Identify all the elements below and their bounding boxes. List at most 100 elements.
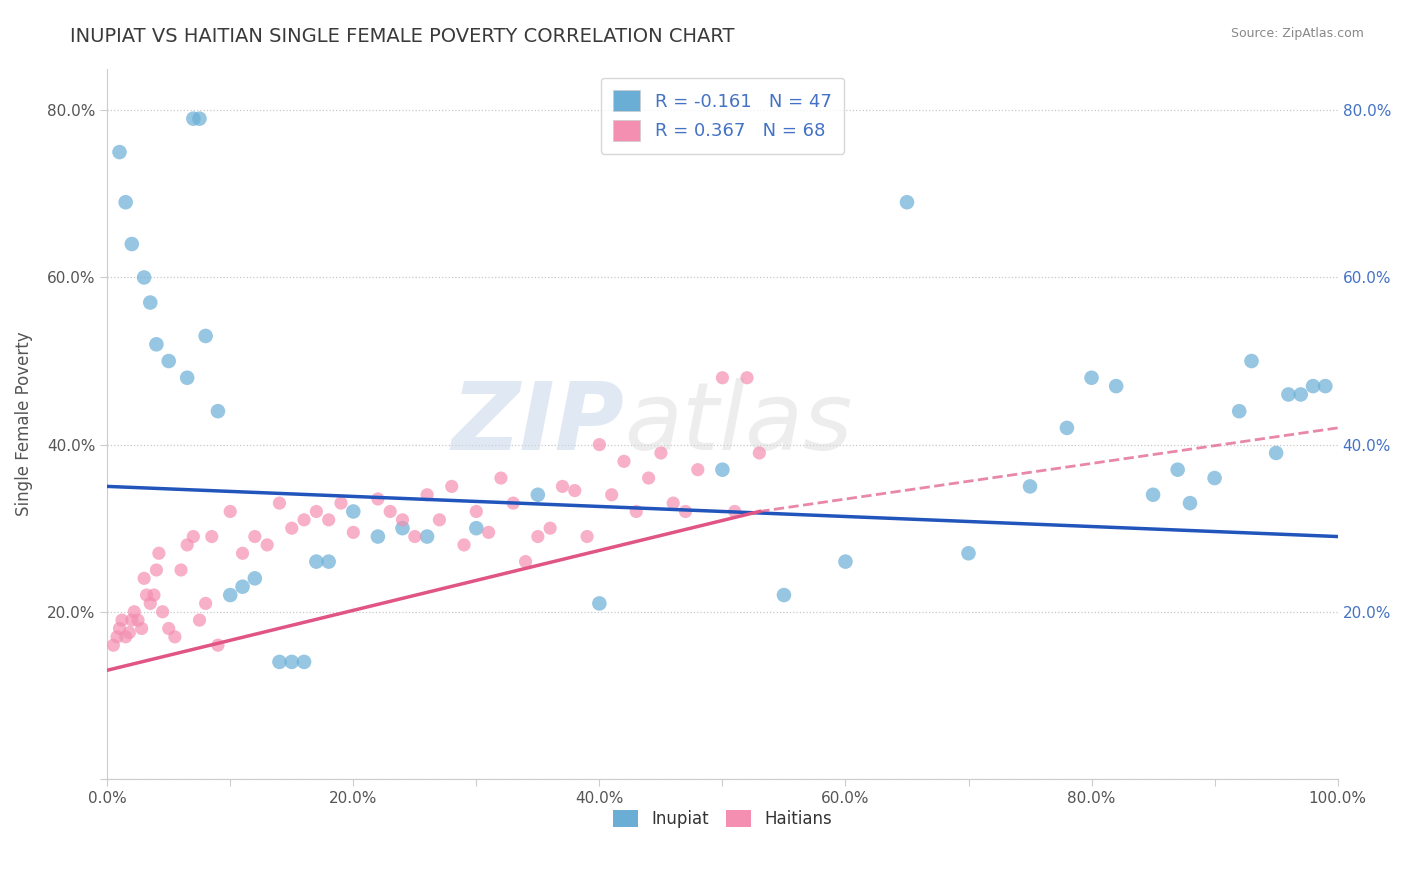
Point xyxy=(207,638,229,652)
Point xyxy=(613,454,636,468)
Point xyxy=(1265,446,1288,460)
Point xyxy=(465,521,488,535)
Point xyxy=(139,596,162,610)
Point xyxy=(465,504,488,518)
Point xyxy=(637,471,659,485)
Point xyxy=(342,504,364,518)
Point xyxy=(748,446,770,460)
Point xyxy=(176,370,198,384)
Point xyxy=(176,538,198,552)
Point xyxy=(152,605,174,619)
Point xyxy=(675,504,697,518)
Point xyxy=(157,622,180,636)
Point xyxy=(121,237,143,252)
Point xyxy=(194,329,217,343)
Point xyxy=(773,588,796,602)
Point xyxy=(219,504,242,518)
Point xyxy=(1204,471,1226,485)
Point xyxy=(114,195,136,210)
Point xyxy=(1240,354,1263,368)
Point xyxy=(527,530,550,544)
Point xyxy=(131,622,153,636)
Point xyxy=(367,491,389,506)
Point xyxy=(957,546,980,560)
Point xyxy=(440,479,463,493)
Point xyxy=(118,625,141,640)
Point xyxy=(1142,488,1164,502)
Point xyxy=(588,596,610,610)
Point xyxy=(269,496,291,510)
Point xyxy=(626,504,648,518)
Point xyxy=(576,530,599,544)
Point xyxy=(1277,387,1299,401)
Point xyxy=(330,496,353,510)
Point xyxy=(243,571,266,585)
Point xyxy=(735,370,758,384)
Point xyxy=(429,513,451,527)
Point xyxy=(188,613,211,627)
Point xyxy=(416,530,439,544)
Point xyxy=(103,638,125,652)
Text: Source: ZipAtlas.com: Source: ZipAtlas.com xyxy=(1230,27,1364,40)
Point xyxy=(478,525,501,540)
Point xyxy=(1178,496,1201,510)
Point xyxy=(305,555,328,569)
Point xyxy=(527,488,550,502)
Point xyxy=(170,563,193,577)
Point xyxy=(515,555,537,569)
Point xyxy=(502,496,524,510)
Point xyxy=(391,513,413,527)
Point xyxy=(367,530,389,544)
Point xyxy=(489,471,512,485)
Point xyxy=(232,546,254,560)
Point xyxy=(183,112,205,126)
Point xyxy=(157,354,180,368)
Y-axis label: Single Female Poverty: Single Female Poverty xyxy=(15,332,32,516)
Point xyxy=(551,479,574,493)
Point xyxy=(111,613,134,627)
Point xyxy=(188,112,211,126)
Point xyxy=(145,563,167,577)
Point xyxy=(342,525,364,540)
Point xyxy=(896,195,918,210)
Point xyxy=(142,588,165,602)
Point xyxy=(1056,421,1078,435)
Point xyxy=(662,496,685,510)
Point xyxy=(1105,379,1128,393)
Point xyxy=(114,630,136,644)
Point xyxy=(132,571,155,585)
Point xyxy=(132,270,155,285)
Point xyxy=(564,483,586,498)
Point xyxy=(207,404,229,418)
Point xyxy=(219,588,242,602)
Point xyxy=(1315,379,1337,393)
Point xyxy=(1227,404,1250,418)
Point xyxy=(105,630,128,644)
Point xyxy=(416,488,439,502)
Point xyxy=(281,521,304,535)
Point xyxy=(588,437,610,451)
Point xyxy=(232,580,254,594)
Point xyxy=(650,446,672,460)
Point xyxy=(1167,463,1189,477)
Point xyxy=(121,613,143,627)
Point xyxy=(686,463,709,477)
Point xyxy=(163,630,186,644)
Point xyxy=(318,513,340,527)
Point xyxy=(404,530,426,544)
Point xyxy=(1289,387,1312,401)
Point xyxy=(148,546,170,560)
Point xyxy=(1019,479,1042,493)
Point xyxy=(269,655,291,669)
Point xyxy=(122,605,145,619)
Point xyxy=(135,588,157,602)
Legend: Inupiat, Haitians: Inupiat, Haitians xyxy=(606,803,838,835)
Text: ZIP: ZIP xyxy=(451,377,624,470)
Point xyxy=(201,530,224,544)
Point xyxy=(1302,379,1324,393)
Point xyxy=(305,504,328,518)
Point xyxy=(724,504,747,518)
Point xyxy=(453,538,475,552)
Point xyxy=(256,538,278,552)
Point xyxy=(194,596,217,610)
